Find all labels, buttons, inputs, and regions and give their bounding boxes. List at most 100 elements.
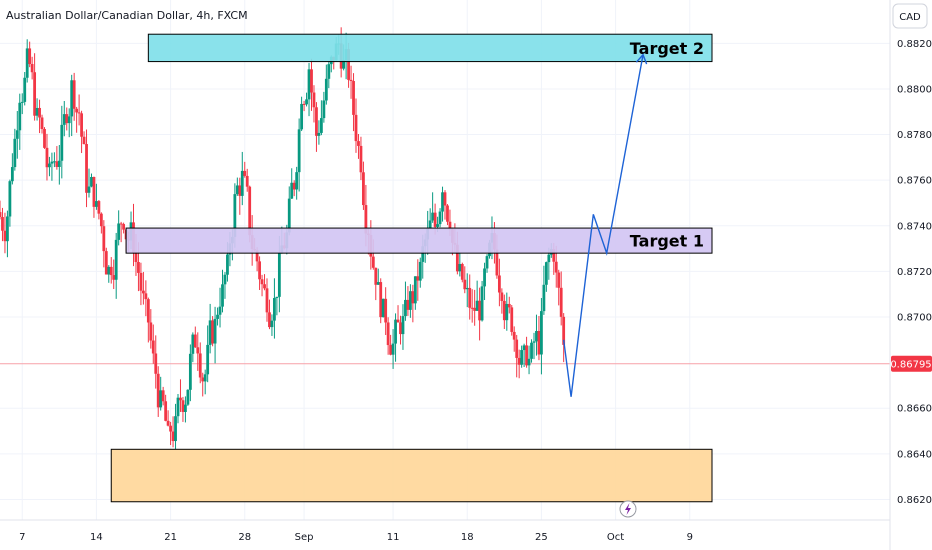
candle-body (144, 293, 148, 300)
currency-button[interactable]: CAD (892, 3, 928, 29)
currency-button-frame[interactable] (892, 3, 928, 29)
candle-body (201, 377, 205, 382)
candle-body (97, 201, 101, 214)
candle-body (535, 330, 538, 342)
candle-body (112, 275, 116, 280)
candle-body (502, 300, 506, 321)
candle-body (171, 431, 175, 442)
candle-body (436, 224, 439, 227)
candle-body (428, 220, 432, 229)
candle-body (40, 117, 44, 129)
target-1-zone[interactable] (125, 227, 713, 254)
candle-body (394, 319, 397, 344)
candle-body (522, 345, 526, 351)
candle-body (505, 303, 509, 321)
candle-body (421, 246, 425, 262)
candle-body (216, 314, 219, 319)
candle-body (319, 118, 323, 133)
candle-body (248, 186, 252, 236)
candle-body (342, 60, 346, 69)
candle-body (188, 353, 192, 390)
candle-body (530, 342, 533, 359)
candle-body (43, 128, 46, 148)
candle-body (141, 290, 145, 294)
candle-body (470, 307, 474, 309)
candle-body (166, 420, 170, 426)
candle-body (399, 322, 402, 335)
candle-body (23, 77, 27, 102)
candle-body (438, 211, 442, 225)
candle-body (510, 307, 514, 332)
candle-body (52, 161, 56, 163)
candle-body (495, 249, 499, 276)
candle-body (218, 306, 222, 315)
candle-body (317, 132, 321, 136)
target-2-zone[interactable] (147, 33, 713, 63)
candle-body (480, 286, 484, 321)
candle-body (416, 276, 420, 281)
candle-body (20, 101, 24, 103)
candle-body (198, 353, 202, 378)
candle-body (455, 244, 459, 272)
candle-body (532, 341, 536, 343)
candle-body (384, 298, 388, 323)
candle-body (273, 298, 276, 321)
candle-body (408, 291, 412, 310)
x-axis-ticks[interactable]: 7 14 21 28 Sep 11 18 25 Oct 9 (19, 532, 693, 543)
candle-body (184, 404, 187, 412)
candle-body (151, 340, 155, 354)
candle-body (67, 116, 71, 124)
candle-body (77, 112, 81, 114)
candle-body (80, 113, 83, 137)
candle-body (208, 320, 212, 345)
candle-body (441, 192, 444, 212)
x-tick-label: Oct (607, 532, 624, 543)
y-tick-label: 0.88200 (897, 39, 932, 50)
projection-path[interactable] (562, 54, 644, 397)
candle-body (562, 316, 566, 345)
projection-layer (562, 53, 648, 397)
candle-body (164, 401, 168, 421)
event-marker[interactable] (619, 500, 637, 518)
candle-body (265, 288, 269, 313)
x-tick-label: 11 (387, 532, 400, 543)
candle-body (433, 212, 437, 227)
candle-body (354, 114, 358, 142)
candle-body (48, 163, 51, 168)
candle-body (468, 287, 472, 308)
candle-body (327, 64, 331, 79)
target-1-label: Target 1 (630, 232, 704, 251)
candle-body (137, 262, 140, 273)
candle-body (109, 266, 113, 276)
candle-body (485, 256, 489, 269)
candle-body (191, 334, 195, 354)
candle-body (35, 107, 39, 116)
candle-body (374, 267, 378, 285)
candle-body (38, 107, 41, 118)
support-zone[interactable] (110, 448, 713, 503)
candle-body (107, 266, 111, 275)
candle-body (540, 311, 543, 355)
candle-body (18, 102, 22, 131)
candle-body (134, 252, 138, 263)
candle-body (497, 275, 501, 293)
candle-body (352, 81, 355, 115)
candle-body (512, 331, 516, 340)
candle-body (527, 358, 531, 366)
candle-body (302, 103, 306, 105)
candle-body (104, 251, 108, 275)
candle-body (275, 296, 279, 299)
candle-body (413, 276, 417, 304)
currency-label[interactable]: CAD (899, 12, 921, 23)
candle-body (460, 264, 464, 280)
candle-body (544, 262, 548, 285)
candle-body (391, 343, 395, 355)
price-tag-background (891, 355, 932, 372)
